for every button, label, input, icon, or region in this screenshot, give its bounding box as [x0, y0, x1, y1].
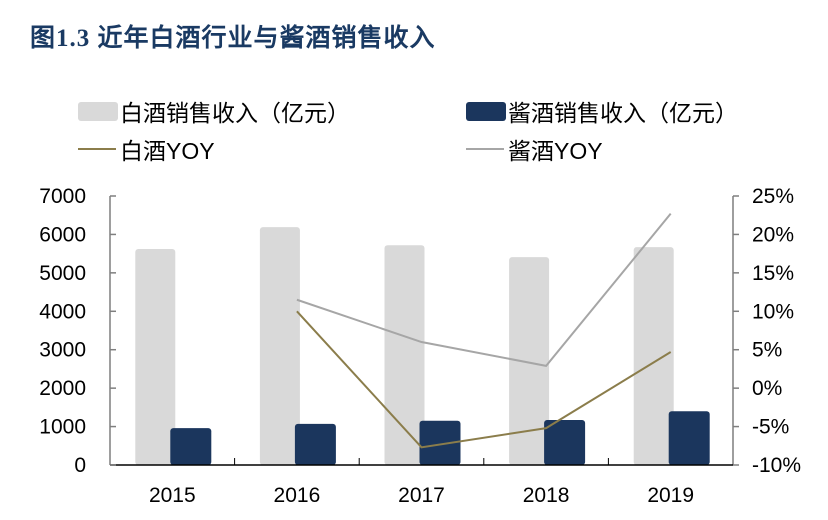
- legend-item-baijiu-revenue: 白酒销售收入（亿元）: [78, 94, 350, 128]
- x-tick-label: 2016: [274, 484, 321, 507]
- right-tick-label: -10%: [752, 454, 801, 477]
- legend-label: 白酒销售收入（亿元）: [120, 100, 350, 126]
- legend-swatch-jiangjiu-yoy: [466, 148, 504, 150]
- legend-swatch-baijiu-yoy: [78, 148, 116, 150]
- right-tick-label: 25%: [752, 185, 794, 208]
- bar-jiangjiu-2015: [170, 428, 212, 465]
- bar-jiangjiu-2017: [419, 420, 461, 465]
- bar-jiangjiu-2018: [544, 420, 586, 465]
- right-tick-label: 10%: [752, 300, 794, 323]
- bar-baijiu-2018: [509, 257, 550, 465]
- left-tick-label: 4000: [39, 300, 86, 323]
- legend-swatch-jiangjiu-revenue: [466, 101, 506, 121]
- left-tick-label: 6000: [39, 223, 86, 246]
- x-tick-label: 2017: [398, 484, 445, 507]
- legend-label: 酱酒销售收入（亿元）: [508, 100, 738, 126]
- bar-baijiu-2017: [384, 245, 425, 465]
- right-tick-label: 0%: [752, 377, 782, 400]
- right-tick-label: 15%: [752, 262, 794, 285]
- legend-item-jiangjiu-yoy: 酱酒YOY: [466, 132, 603, 166]
- right-tick-label: 5%: [752, 339, 782, 362]
- legend-item-baijiu-yoy: 白酒YOY: [78, 132, 215, 166]
- left-tick-label: 2000: [39, 377, 86, 400]
- left-tick-label: 5000: [39, 262, 86, 285]
- bar-baijiu-2016: [259, 227, 300, 465]
- left-tick-label: 3000: [39, 339, 86, 362]
- bar-baijiu-2015: [135, 249, 176, 465]
- legend-item-jiangjiu-revenue: 酱酒销售收入（亿元）: [466, 94, 738, 128]
- chart-title: 图1.3 近年白酒行业与酱酒销售收入: [30, 25, 436, 52]
- left-tick-label: 7000: [39, 185, 86, 208]
- x-tick-label: 2015: [149, 484, 196, 507]
- bar-jiangjiu-2016: [294, 423, 336, 465]
- legend-label: 酱酒YOY: [508, 138, 603, 164]
- x-tick-label: 2019: [647, 484, 694, 507]
- x-tick-label: 2018: [523, 484, 570, 507]
- legend-swatch-baijiu-revenue: [78, 101, 118, 121]
- line-jiangjiu-yoy: [296, 213, 672, 367]
- right-tick-label: -5%: [752, 416, 789, 439]
- bar-jiangjiu-2019: [668, 411, 710, 465]
- legend-label: 白酒YOY: [120, 138, 215, 164]
- left-tick-label: 0: [74, 454, 86, 477]
- left-tick-label: 1000: [39, 416, 86, 439]
- line-baijiu-yoy: [296, 310, 672, 449]
- right-tick-label: 20%: [752, 223, 794, 246]
- bar-baijiu-2019: [633, 247, 674, 465]
